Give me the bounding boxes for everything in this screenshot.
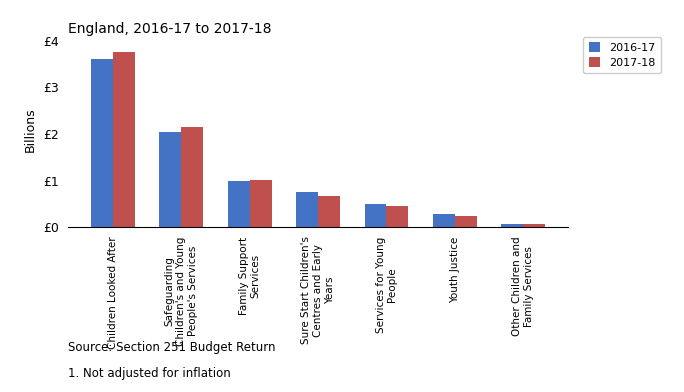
Y-axis label: Billions: Billions (24, 107, 37, 152)
Bar (318, 196, 340, 227)
Bar (386, 206, 408, 227)
Bar (523, 224, 545, 227)
Text: Source: Section 251 Budget Return: Source: Section 251 Budget Return (68, 341, 276, 354)
Bar (501, 224, 523, 227)
Bar (181, 127, 203, 227)
Bar (228, 181, 250, 227)
Text: 1. Not adjusted for inflation: 1. Not adjusted for inflation (68, 367, 231, 379)
Bar (433, 214, 455, 227)
Bar (113, 53, 135, 227)
Text: England, 2016-17 to 2017-18: England, 2016-17 to 2017-18 (68, 22, 272, 36)
Bar (250, 180, 272, 227)
Bar (365, 204, 386, 227)
Bar (455, 216, 477, 227)
Bar (91, 59, 113, 227)
Bar (296, 192, 318, 227)
Legend: 2016-17, 2017-18: 2016-17, 2017-18 (583, 37, 661, 73)
Bar (159, 132, 181, 227)
